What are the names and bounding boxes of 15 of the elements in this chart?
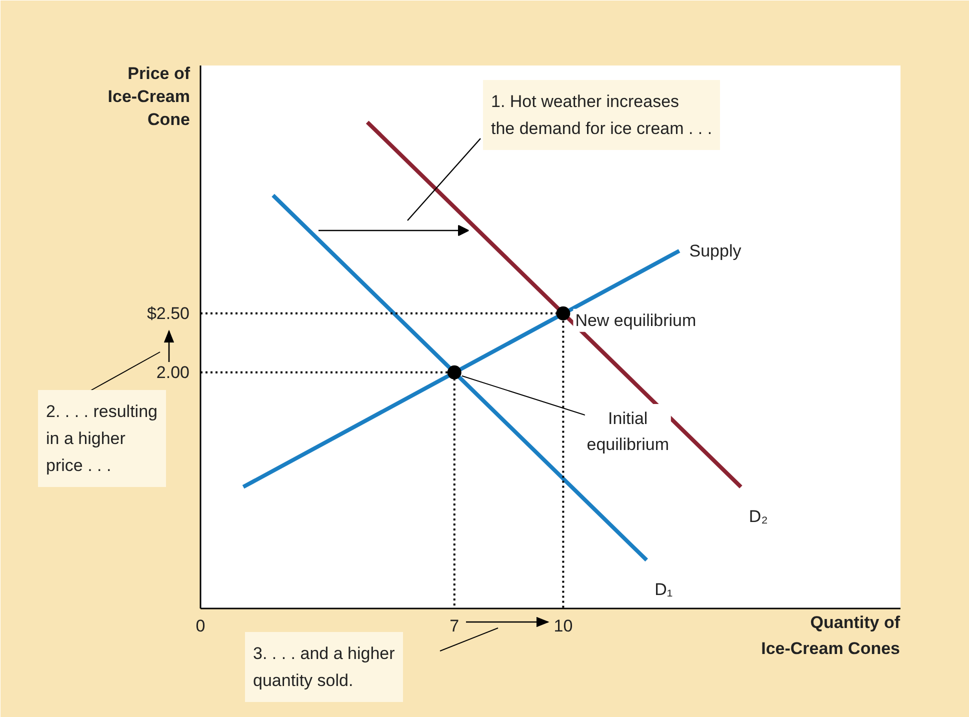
x-axis-title: Quantity of Ice-Cream Cones [761,612,900,660]
annotation: New equilibrium [575,310,696,330]
annotation: Initial equilibrium [584,404,671,460]
x-tick-label: 0 [196,616,206,636]
annotation: 1. Hot weather increases the demand for ice cream . . . [483,80,720,150]
series-label: Supply [689,241,742,260]
text: 2. . . . resulting in a higher price . . . [38,390,166,487]
y-tick-label: $2.50 [146,304,190,323]
y-tick-label: 2.00 [156,362,190,382]
x-tick-label: 7 [450,616,460,636]
text: 3. . . . and a higher quantity sold. [245,632,403,702]
series-label: D₂ [748,506,768,526]
series-label: D₁ [654,580,673,600]
x-tick-label: 10 [554,616,573,636]
y-axis-title: Price of Ice-Cream Cone [108,63,190,131]
